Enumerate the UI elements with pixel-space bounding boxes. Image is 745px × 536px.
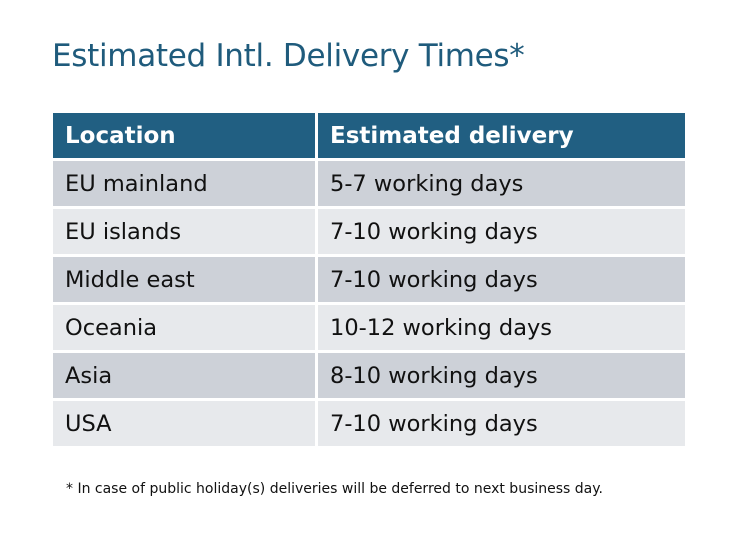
location-cell: Oceania xyxy=(53,305,315,350)
table-row: USA 7-10 working days xyxy=(53,401,685,446)
table-header-row: Location Estimated delivery xyxy=(53,113,685,158)
location-cell: Middle east xyxy=(53,257,315,302)
delivery-cell: 10-12 working days xyxy=(318,305,685,350)
delivery-cell: 7-10 working days xyxy=(318,257,685,302)
delivery-cell: 5-7 working days xyxy=(318,161,685,206)
page-title: Estimated Intl. Delivery Times* xyxy=(52,38,525,74)
column-header-location: Location xyxy=(53,113,315,158)
delivery-cell: 8-10 working days xyxy=(318,353,685,398)
delivery-cell: 7-10 working days xyxy=(318,209,685,254)
location-cell: USA xyxy=(53,401,315,446)
table-row: EU mainland 5-7 working days xyxy=(53,161,685,206)
table-row: Asia 8-10 working days xyxy=(53,353,685,398)
location-cell: Asia xyxy=(53,353,315,398)
table-row: EU islands 7-10 working days xyxy=(53,209,685,254)
location-cell: EU mainland xyxy=(53,161,315,206)
delivery-times-table: Location Estimated delivery EU mainland 5… xyxy=(50,110,688,449)
delivery-cell: 7-10 working days xyxy=(318,401,685,446)
column-header-estimated-delivery: Estimated delivery xyxy=(318,113,685,158)
table-row: Oceania 10-12 working days xyxy=(53,305,685,350)
footnote: * In case of public holiday(s) deliverie… xyxy=(66,481,603,497)
location-cell: EU islands xyxy=(53,209,315,254)
table-row: Middle east 7-10 working days xyxy=(53,257,685,302)
